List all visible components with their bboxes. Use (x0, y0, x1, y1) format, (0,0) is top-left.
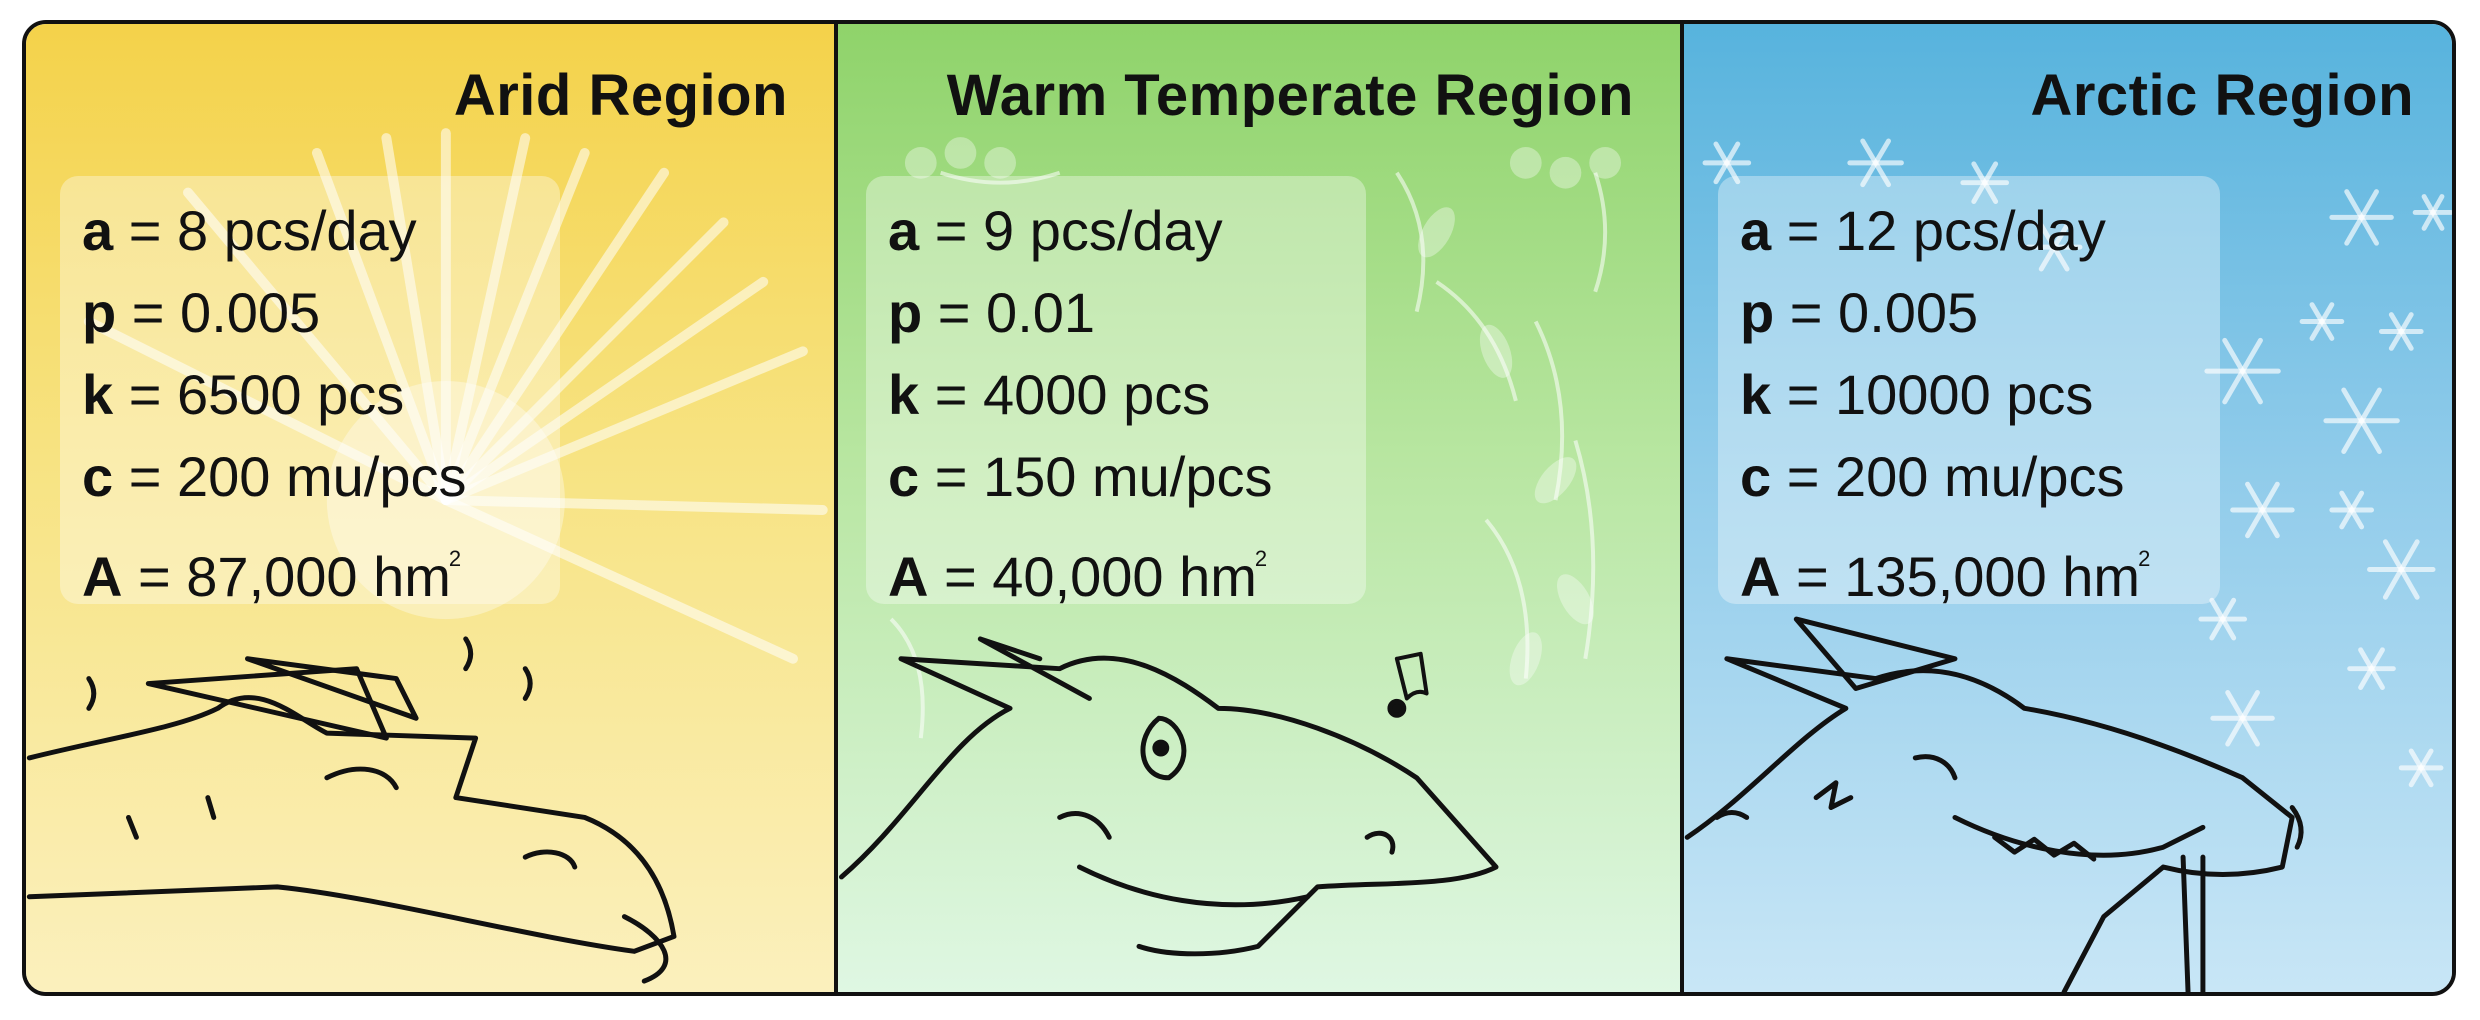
region-title: Arid Region (453, 63, 788, 128)
param-area: A = 87,000 hm2 (82, 545, 462, 608)
param-p: p = 0.01 (888, 281, 1096, 344)
param-k: k = 10000 pcs (1740, 363, 2094, 426)
param-c: c = 150 mu/pcs (888, 445, 1273, 508)
panel-arctic-region: Arctic Region a = 12 pcs/day p = 0.005 k… (1684, 24, 2452, 992)
param-area: A = 135,000 hm2 (1740, 545, 2151, 608)
figure-frame: Arid Region a = 8 pcs/day p = 0.005 k = … (22, 20, 2456, 996)
dragon-icon (838, 636, 1499, 957)
panel-warm-temperate-region: Warm Temperate Region a = 9 pcs/day p = … (838, 24, 1680, 992)
parameter-box: a = 12 pcs/day p = 0.005 k = 10000 pcs c… (1718, 176, 2220, 608)
param-a: a = 8 pcs/day (82, 199, 417, 262)
param-area: A = 40,000 hm2 (888, 545, 1268, 608)
param-c: c = 200 mu/pcs (1740, 445, 2125, 508)
param-p: p = 0.005 (1740, 281, 1979, 344)
param-k: k = 6500 pcs (82, 363, 405, 426)
panel-divider (834, 24, 838, 992)
dragon-icon (26, 636, 677, 984)
panel-arid-region: Arid Region a = 8 pcs/day p = 0.005 k = … (26, 24, 834, 992)
param-p: p = 0.005 (82, 281, 321, 344)
region-title: Warm Temperate Region (946, 63, 1634, 128)
parameter-box: a = 9 pcs/day p = 0.01 k = 4000 pcs c = … (866, 176, 1366, 608)
param-a: a = 9 pcs/day (888, 199, 1223, 262)
parameter-box: a = 8 pcs/day p = 0.005 k = 6500 pcs c =… (60, 176, 560, 608)
param-c: c = 200 mu/pcs (82, 445, 467, 508)
param-a: a = 12 pcs/day (1740, 199, 2106, 262)
panel-divider (1680, 24, 1684, 992)
region-title: Arctic Region (2030, 63, 2414, 128)
param-k: k = 4000 pcs (888, 363, 1211, 426)
dragon-icon (1684, 616, 2304, 992)
